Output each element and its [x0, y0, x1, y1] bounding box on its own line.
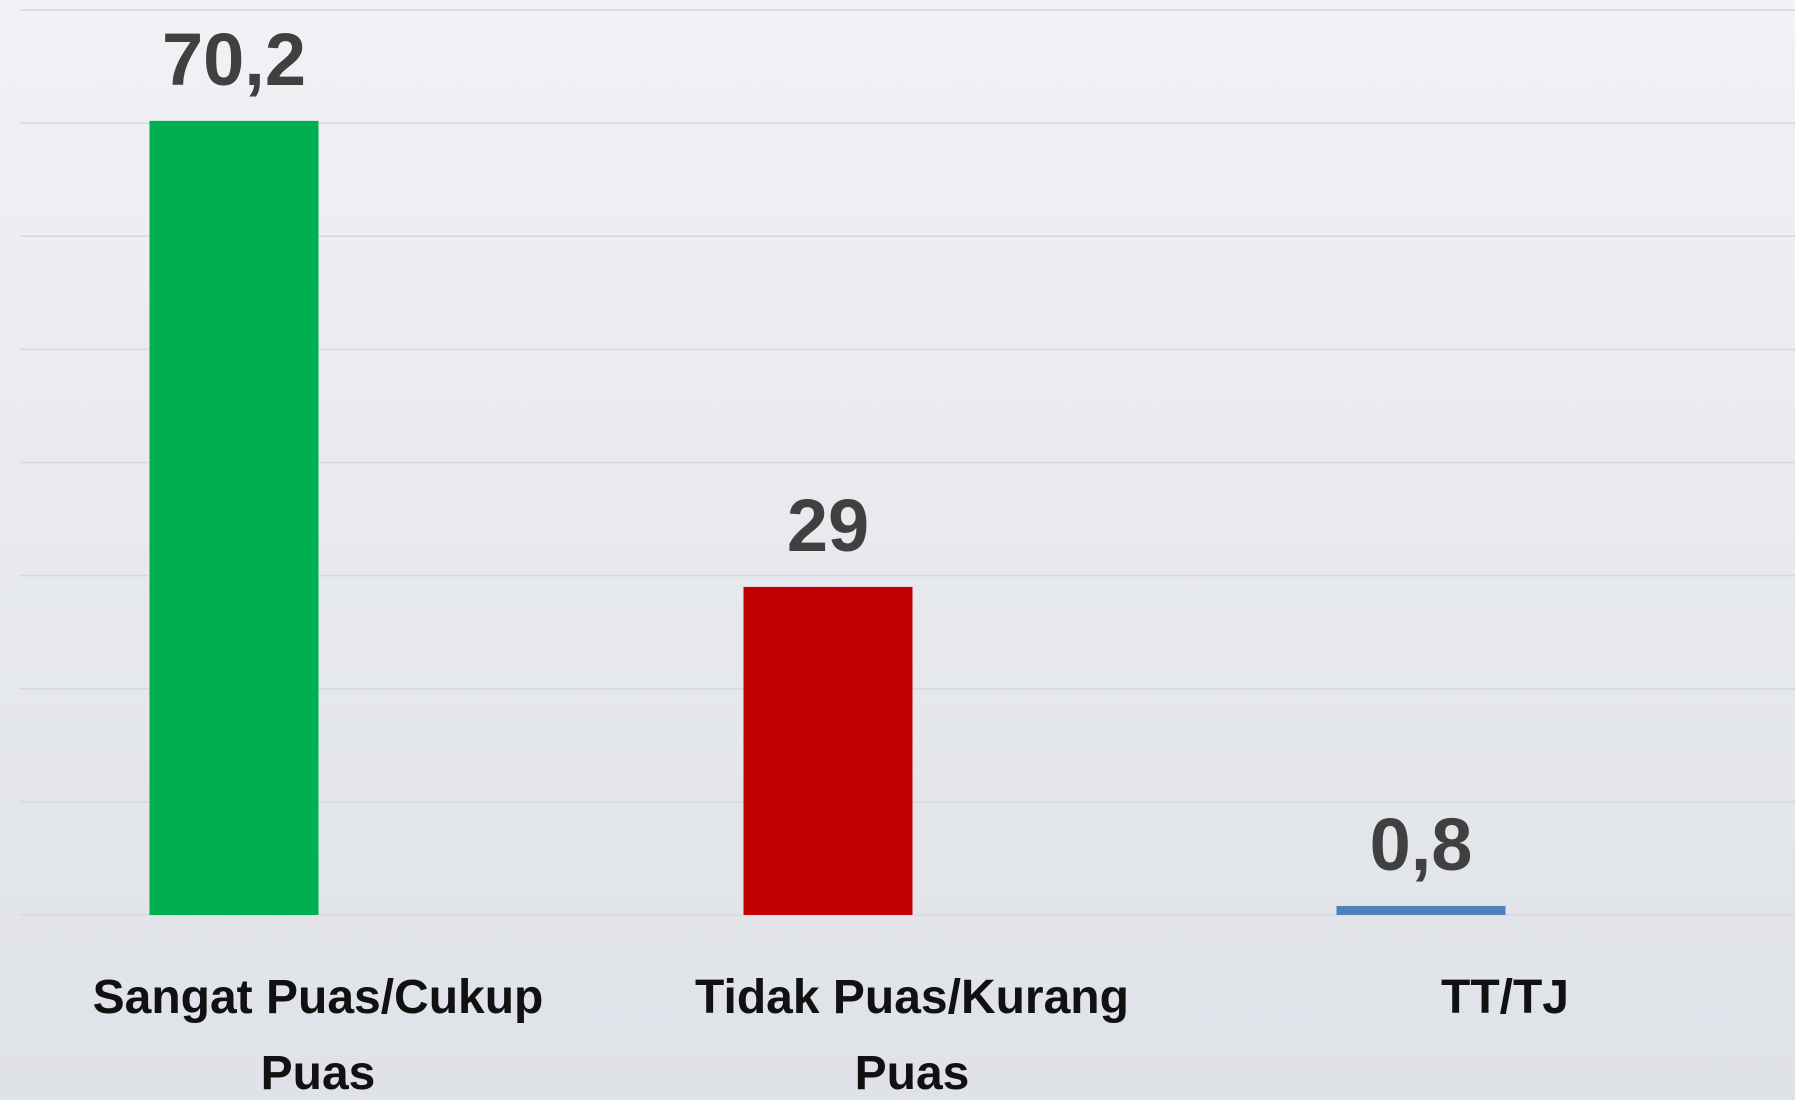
page: 70,2290,8 (() => { const data = JSON.par… [0, 0, 1795, 1100]
bar [1337, 906, 1506, 915]
value-label: 29 [787, 484, 869, 567]
x-tick-label: TT/TJ [1225, 960, 1785, 1036]
value-label: 0,8 [1370, 803, 1473, 886]
chart: 70,2 29 0,8 [0, 0, 1795, 1100]
bar [150, 121, 319, 915]
x-tick-label: Tidak Puas/Kurang Puas [632, 960, 1192, 1100]
value-label: 70,2 [162, 18, 306, 101]
x-tick-label: Sangat Puas/Cukup Puas [38, 960, 598, 1100]
bar [744, 587, 913, 915]
